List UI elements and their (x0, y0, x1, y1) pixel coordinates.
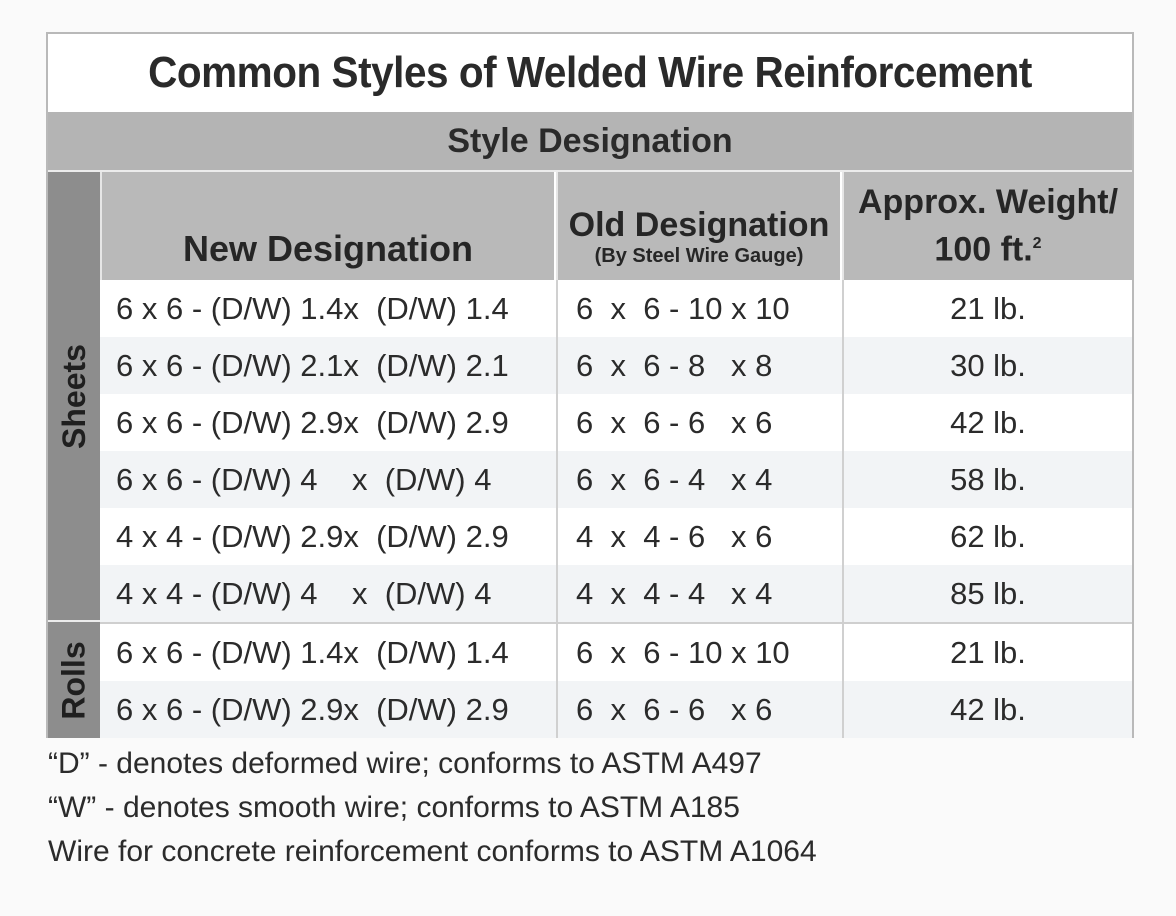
footnote-astm: Wire for concrete reinforcement conforms… (48, 835, 817, 868)
column-header-new-text: New Designation (182, 228, 474, 269)
old-designation-cell: 6 x 6 - 6 x 6 (556, 681, 842, 738)
table-row: 4 x 4 - (D/W) 2.9x (D/W) 2.9 4 x 4 - 6 x… (100, 508, 1132, 565)
column-header-weight-line1: Approx. Weight/ (857, 183, 1119, 222)
new-designation-cell: 4 x 4 - (D/W) 4 x (D/W) 4 (116, 575, 492, 611)
wire-reinforcement-table: Common Styles of Welded Wire Reinforceme… (46, 32, 1134, 738)
rolls-divider (100, 622, 1132, 624)
new-designation-cell: 4 x 4 - (D/W) 2.9x (D/W) 2.9 (116, 518, 509, 554)
new-designation-cell: 6 x 6 - (D/W) 1.4x (D/W) 1.4 (116, 634, 509, 670)
new-designation-cell: 6 x 6 - (D/W) 2.9x (D/W) 2.9 (116, 404, 509, 440)
group-divider (48, 620, 100, 622)
weight-unit: 100 ft. (934, 230, 1033, 269)
weight-cell: 58 lb. (842, 451, 1132, 508)
table-row: 6 x 6 - (D/W) 2.9x (D/W) 2.9 6 x 6 - 6 x… (100, 681, 1132, 738)
sheets-group-label: Sheets (48, 172, 100, 620)
column-header-old-subtext: (By Steel Wire Gauge) (594, 245, 804, 267)
column-header-weight-line2: 100 ft.2 (934, 223, 1041, 270)
table-row: 6 x 6 - (D/W) 1.4x (D/W) 1.4 6 x 6 - 10 … (100, 624, 1132, 681)
new-designation-cell: 6 x 6 - (D/W) 2.1x (D/W) 2.1 (116, 347, 509, 383)
weight-cell: 42 lb. (842, 394, 1132, 451)
table-body: 6 x 6 - (D/W) 1.4x (D/W) 1.4 6 x 6 - 10 … (100, 280, 1132, 738)
column-header-weight: Approx. Weight/ 100 ft.2 (842, 172, 1132, 280)
column-header-old: Old Designation (By Steel Wire Gauge) (556, 172, 840, 280)
style-designation-header: Style Designation (48, 112, 1132, 172)
old-designation-cell: 6 x 6 - 4 x 4 (556, 451, 842, 508)
weight-cell: 30 lb. (842, 337, 1132, 394)
table-row: 6 x 6 - (D/W) 2.9x (D/W) 2.9 6 x 6 - 6 x… (100, 394, 1132, 451)
table-row: 6 x 6 - (D/W) 4 x (D/W) 4 6 x 6 - 4 x 4 … (100, 451, 1132, 508)
footnotes: “D” - denotes deformed wire; conforms to… (48, 742, 817, 874)
column-header-new: New Designation (100, 172, 554, 280)
table-row: 6 x 6 - (D/W) 1.4x (D/W) 1.4 6 x 6 - 10 … (100, 280, 1132, 337)
old-designation-cell: 4 x 4 - 4 x 4 (556, 565, 842, 622)
table-row: 4 x 4 - (D/W) 4 x (D/W) 4 4 x 4 - 4 x 4 … (100, 565, 1132, 622)
old-designation-cell: 6 x 6 - 6 x 6 (556, 394, 842, 451)
sheets-label-text: Sheets (55, 343, 92, 449)
footnote-marker: 2 (1032, 235, 1042, 253)
new-designation-cell: 6 x 6 - (D/W) 2.9x (D/W) 2.9 (116, 691, 509, 727)
new-designation-cell: 6 x 6 - (D/W) 4 x (D/W) 4 (116, 461, 492, 497)
table-title: Common Styles of Welded Wire Reinforceme… (148, 48, 1032, 97)
column-header-old-text: Old Designation (568, 206, 830, 244)
footnote-w-wire: “W” - denotes smooth wire; conforms to A… (48, 791, 740, 824)
footnote-d-wire: “D” - denotes deformed wire; conforms to… (48, 747, 762, 780)
weight-cell: 21 lb. (842, 280, 1132, 337)
new-designation-cell: 6 x 6 - (D/W) 1.4x (D/W) 1.4 (116, 290, 509, 326)
table-row: 6 x 6 - (D/W) 2.1x (D/W) 2.1 6 x 6 - 8 x… (100, 337, 1132, 394)
old-designation-cell: 6 x 6 - 8 x 8 (556, 337, 842, 394)
rolls-group-label: Rolls (48, 622, 100, 738)
old-designation-cell: 6 x 6 - 10 x 10 (556, 280, 842, 337)
weight-cell: 62 lb. (842, 508, 1132, 565)
old-designation-cell: 4 x 4 - 6 x 6 (556, 508, 842, 565)
weight-cell: 85 lb. (842, 565, 1132, 622)
old-designation-cell: 6 x 6 - 10 x 10 (556, 624, 842, 681)
weight-cell: 21 lb. (842, 624, 1132, 681)
weight-cell: 42 lb. (842, 681, 1132, 738)
rolls-label-text: Rolls (55, 640, 92, 720)
